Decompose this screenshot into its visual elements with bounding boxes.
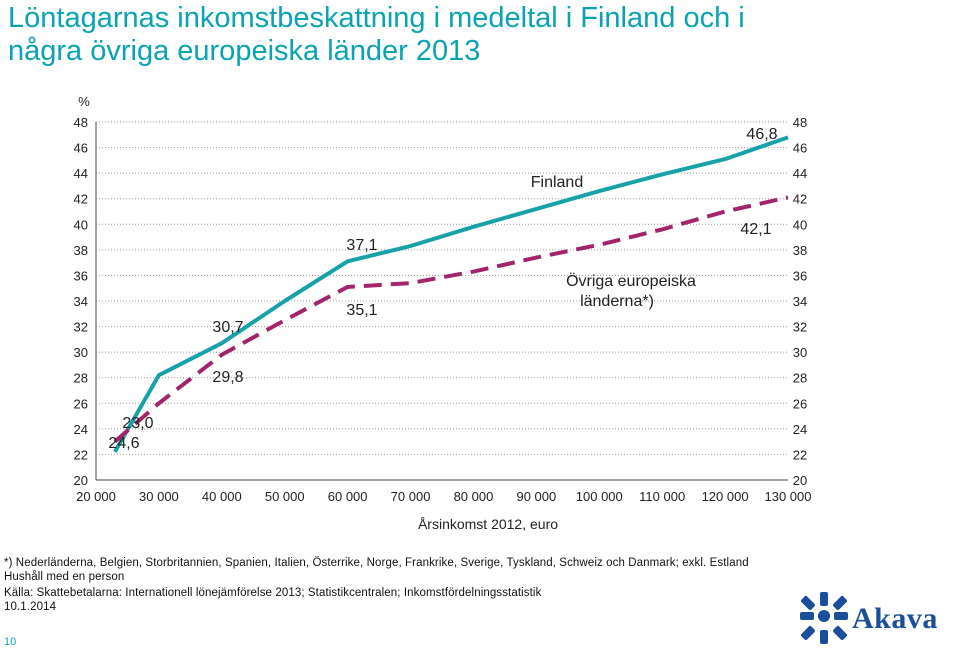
akava-logo: Akava (798, 590, 958, 650)
y-tick-label-right: 36 (793, 268, 807, 283)
x-tick-label: 90 000 (516, 489, 556, 504)
x-axis-label: Årsinkomst 2012, euro (418, 516, 558, 532)
y-tick-label-left: 38 (74, 243, 88, 258)
source-text: Källa: Skattebetalarna: Internationell l… (4, 587, 542, 599)
logo-text: Akava (852, 602, 938, 635)
y-tick-label-left: 32 (74, 320, 88, 335)
y-tick-label-left: 48 (74, 115, 88, 130)
page-number: 10 (4, 636, 17, 648)
x-tick-label: 70 000 (391, 489, 431, 504)
y-tick-label-right: 40 (793, 217, 807, 232)
y-tick-label-right: 28 (793, 371, 807, 386)
data-label: 24,6 (108, 435, 139, 452)
data-label: 29,8 (212, 369, 243, 386)
y-tick-label-left: 44 (74, 166, 88, 181)
y-tick-label-right: 46 (793, 141, 807, 156)
y-tick-label-left: 24 (74, 422, 88, 437)
x-tick-label: 50 000 (265, 489, 305, 504)
y-tick-label-right: 24 (793, 422, 807, 437)
y-tick-label-right: 26 (793, 396, 807, 411)
series-name-ovriga-line2: länderna*) (580, 293, 654, 310)
y-unit-label: % (78, 94, 90, 109)
footnote-household: Hushåll med en person (4, 571, 125, 583)
line-chart: 20 20 22 22 24 24 26 26 28 28 30 30 32 32 34 34 36 36 38 38… (74, 94, 812, 532)
x-tick-label: 80 000 (454, 489, 494, 504)
y-tick-label-right: 20 (793, 473, 807, 488)
y-tick-label-right: 42 (793, 192, 807, 207)
title-line-2: några övriga europeiska länder 2013 (8, 35, 481, 67)
x-tick-label: 100 000 (576, 489, 623, 504)
y-tick-label-left: 46 (74, 141, 88, 156)
y-tick-label-left: 26 (74, 396, 88, 411)
x-tick-label: 60 000 (328, 489, 368, 504)
series-line-finland (113, 135, 789, 453)
data-label: 42,1 (740, 221, 771, 238)
series-line-ovriga (113, 195, 789, 444)
footnote-countries: *) Nederländerna, Belgien, Storbritannie… (4, 557, 749, 569)
y-tick-label-right: 22 (793, 447, 807, 462)
y-tick-label-left: 22 (74, 447, 88, 462)
data-label: 35,1 (346, 302, 377, 319)
data-label: 23,0 (122, 415, 153, 432)
series-name-finland: Finland (531, 174, 583, 191)
y-tick-label-right: 32 (793, 320, 807, 335)
x-tick-label: 120 000 (702, 489, 749, 504)
series-name-ovriga-line1: Övriga europeiska (566, 272, 696, 290)
y-tick-label-right: 48 (793, 115, 807, 130)
x-tick-label: 110 000 (639, 489, 685, 504)
y-tick-label-left: 40 (74, 217, 88, 232)
chart-title: Löntagarnas inkomstbeskattning i medelta… (8, 2, 948, 68)
y-tick-label-left: 36 (74, 268, 88, 283)
y-tick-label-right: 30 (793, 345, 807, 360)
data-label: 46,8 (746, 126, 777, 143)
source-date: 10.1.2014 (4, 601, 57, 613)
y-tick-label-left: 42 (74, 192, 88, 207)
y-tick-label-right: 38 (793, 243, 807, 258)
title-line-1: Löntagarnas inkomstbeskattning i medelta… (8, 2, 745, 34)
data-label: 37,1 (346, 237, 377, 254)
akava-logo-icon (800, 592, 848, 644)
y-tick-label-left: 34 (74, 294, 88, 309)
data-label: 30,7 (212, 319, 243, 336)
x-tick-label: 30 000 (139, 489, 179, 504)
x-tick-label: 20 000 (76, 489, 116, 504)
y-tick-label-left: 30 (74, 345, 88, 360)
x-tick-label: 40 000 (202, 489, 242, 504)
y-tick-label-right: 44 (793, 166, 807, 181)
y-tick-label-left: 20 (74, 473, 88, 488)
y-tick-label-right: 34 (793, 294, 807, 309)
x-tick-label: 130 000 (765, 489, 812, 504)
y-tick-label-left: 28 (74, 371, 88, 386)
